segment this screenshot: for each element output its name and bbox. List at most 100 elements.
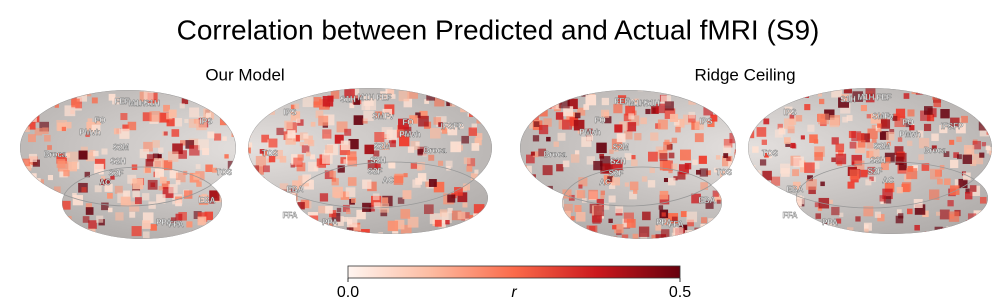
activation-patch [761,139,767,145]
activation-patch [587,128,593,134]
activation-patch [282,230,290,234]
activation-patch [399,135,410,147]
activation-patch [713,100,725,112]
activation-patch [43,228,52,237]
activation-patch [512,140,517,145]
activation-patch [720,221,728,229]
activation-patch [410,162,418,169]
activation-patch [462,202,468,208]
activation-patch [855,143,866,154]
activation-patch [831,137,839,145]
activation-patch [550,228,561,239]
activation-patch [828,199,833,204]
activation-patch [473,213,483,223]
activation-patch [20,181,26,193]
activation-patch [611,138,623,150]
activation-patch [808,243,812,247]
activation-patch [62,216,68,222]
activation-patch [796,196,805,205]
activation-patch [388,235,397,244]
activation-patch [486,105,492,114]
activation-patch [532,135,540,142]
activation-patch [555,112,564,120]
activation-patch [463,183,471,191]
activation-patch [120,113,128,121]
activation-patch [343,230,349,236]
activation-patch [686,211,698,223]
activation-patch [213,220,222,229]
activation-patch [907,166,914,172]
activation-patch [425,238,430,243]
activation-patch [798,226,805,233]
activation-patch [602,237,606,241]
activation-patch [372,193,380,201]
activation-patch [292,180,302,190]
activation-patch [658,205,664,210]
activation-patch [570,216,575,221]
activation-patch [30,179,36,185]
activation-patch [25,189,30,194]
activation-patch [166,112,173,120]
activation-patch [269,189,277,197]
activation-patch [388,161,395,168]
activation-patch [238,99,246,107]
activation-patch [580,238,589,239]
activation-patch [687,219,694,227]
activation-patch [417,173,427,182]
activation-patch [337,165,345,173]
region-label: EBA [199,196,216,205]
activation-patch [764,196,769,201]
activation-patch [464,238,472,246]
activation-patch [521,240,526,245]
activation-patch [818,197,830,209]
activation-patch [986,112,992,121]
activation-patch [543,118,552,127]
activation-patch [57,211,65,219]
activation-patch [79,241,88,250]
activation-patch [809,134,818,143]
activation-patch [730,215,736,225]
activation-patch [751,223,759,231]
activation-patch [28,134,36,143]
activation-patch [241,244,246,249]
activation-patch [748,154,749,160]
activation-patch [542,165,553,176]
activation-patch [72,193,77,198]
activation-patch [780,163,791,174]
activation-patch [723,94,734,106]
activation-patch [847,181,855,189]
activation-patch [130,241,139,250]
activation-patch [24,164,32,171]
activation-patch [47,145,52,150]
activation-patch [621,234,629,239]
activation-patch [614,124,623,133]
activation-patch [248,145,251,154]
activation-patch [770,176,781,186]
activation-patch [302,174,312,184]
activation-patch [728,230,738,240]
activation-patch [175,180,181,185]
activation-patch [302,96,313,108]
activation-patch [322,153,333,164]
activation-patch [398,118,409,130]
activation-patch [374,163,381,170]
activation-patch [329,210,337,218]
activation-patch [24,98,29,103]
activation-patch [545,185,553,194]
activation-patch [522,97,531,106]
activation-patch [629,181,639,191]
activation-patch [777,195,785,203]
activation-patch [943,151,950,157]
activation-patch [207,90,213,91]
activation-patch [640,117,647,125]
activation-patch [520,110,522,122]
activation-patch [453,232,459,234]
activation-patch [829,235,834,240]
activation-patch [683,237,693,247]
activation-patch [838,96,850,108]
activation-patch [93,150,99,157]
activation-patch [184,118,189,124]
activation-patch [334,134,344,144]
activation-patch [34,92,40,98]
activation-patch [851,131,862,142]
